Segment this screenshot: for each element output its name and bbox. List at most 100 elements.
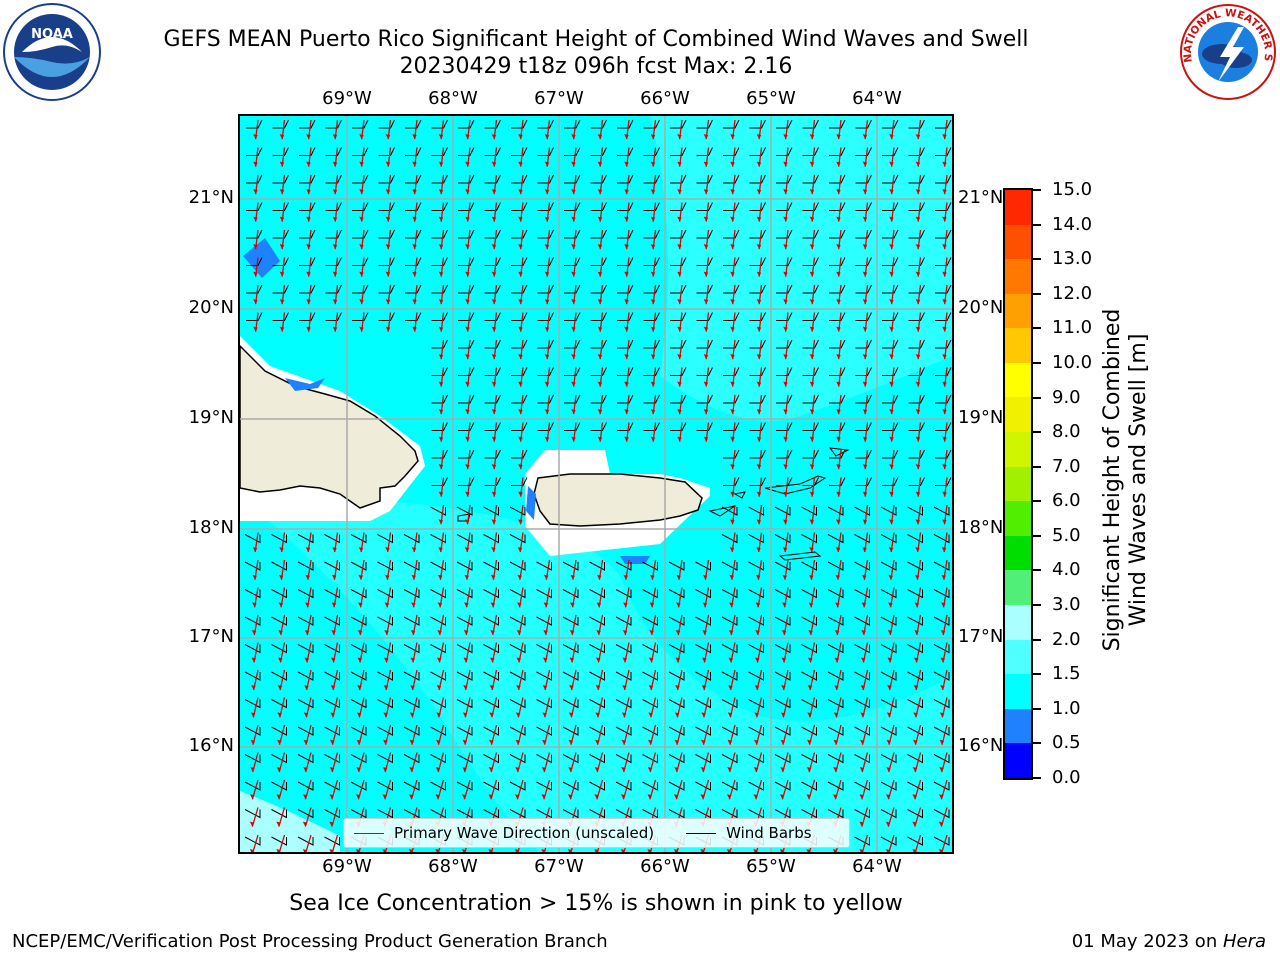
wave-arrow-head: [730, 271, 735, 277]
wind-barb: [244, 616, 261, 626]
wind-barb: [696, 257, 713, 266]
wind-barb: [511, 312, 528, 321]
wave-arrow-head: [332, 216, 338, 222]
wind-barb: [802, 449, 819, 459]
wind-barb: [854, 671, 870, 681]
wind-barb: [933, 781, 950, 791]
wave-arrow-head: [649, 602, 655, 608]
wind-barb: [431, 284, 448, 294]
wind-barb: [483, 534, 499, 544]
wind-barb: [907, 754, 923, 764]
wave-arrow-head: [570, 574, 575, 580]
wind-barb: [299, 284, 316, 294]
wind-barb: [430, 506, 446, 516]
wind-barb: [829, 477, 846, 486]
wave-arrow-head: [859, 767, 865, 773]
wind-barb: [405, 119, 422, 129]
wind-barb: [935, 284, 952, 294]
wind-barb: [403, 561, 420, 571]
wave-arrow-head: [463, 657, 468, 663]
wind-barb: [615, 616, 632, 626]
wave-arrow-head: [570, 602, 575, 608]
wave-arrow-head: [860, 657, 866, 663]
wind-barb: [350, 644, 367, 654]
wave-arrow-head: [465, 161, 470, 167]
wave-arrow-head: [491, 354, 497, 360]
wave-arrow-head: [331, 629, 336, 635]
wind-barb: [483, 671, 499, 681]
wave-arrow-head: [542, 684, 548, 690]
wave-arrow-head: [783, 354, 788, 360]
wave-arrow-head: [915, 299, 921, 305]
wind-barb: [272, 257, 289, 266]
wave-arrow-head: [730, 409, 735, 415]
wave-arrow-head: [915, 547, 920, 553]
wave-arrow-head: [650, 409, 656, 415]
wave-arrow-head: [862, 161, 868, 167]
colorbar-segment: [1005, 570, 1031, 606]
wind-barb: [403, 644, 420, 654]
wind-barb: [776, 339, 793, 349]
wind-barb: [297, 589, 314, 599]
wave-arrow-head: [622, 657, 627, 663]
colorbar-segment: [1005, 362, 1031, 398]
legend-black-line: [686, 832, 717, 834]
wave-arrow-head: [809, 354, 815, 360]
wave-arrow-head: [806, 849, 811, 852]
wind-barb: [430, 616, 446, 626]
wave-arrow-head: [862, 354, 868, 360]
wave-arrow-head: [355, 794, 361, 800]
wave-arrow-head: [887, 657, 892, 663]
wave-arrow-head: [330, 657, 336, 663]
wave-arrow-head: [438, 519, 444, 525]
wind-barb: [246, 312, 263, 321]
wind-barb: [695, 726, 711, 736]
wave-arrow-head: [412, 271, 417, 277]
wind-barb: [907, 534, 923, 544]
wind-barb: [590, 312, 607, 321]
wind-barb: [617, 422, 634, 431]
wave-arrow-head: [673, 849, 679, 852]
wave-arrow-head: [939, 767, 944, 773]
wind-barb: [244, 644, 261, 654]
wind-barb: [244, 836, 261, 846]
wave-arrow-head: [624, 436, 629, 442]
wave-arrow-head: [886, 767, 891, 773]
wave-arrow-head: [730, 436, 735, 442]
wave-arrow-head: [648, 712, 653, 718]
wind-barb: [511, 367, 528, 376]
wind-barb: [723, 394, 740, 404]
wind-barb: [483, 589, 499, 599]
wind-barb: [933, 836, 950, 846]
wave-arrow-head: [623, 602, 628, 608]
wind-barb: [776, 394, 793, 404]
wave-arrow-head: [543, 602, 549, 608]
wind-barb: [562, 671, 579, 681]
wind-barb: [272, 174, 289, 184]
wind-barb: [774, 534, 791, 544]
wind-barb: [589, 589, 605, 599]
colorbar-label-line1: Significant Height of Combined: [1100, 308, 1125, 652]
wind-barb: [325, 174, 342, 184]
colorbar-segment: [1005, 432, 1031, 467]
wave-arrow-head: [809, 161, 815, 167]
wave-arrow-head: [753, 767, 759, 773]
wave-arrow-head: [488, 849, 493, 852]
wind-barb: [378, 174, 395, 184]
wind-barb: [907, 589, 923, 599]
wind-barb: [696, 422, 713, 431]
wave-arrow-head: [779, 794, 785, 800]
wave-arrow-head: [809, 547, 814, 553]
wind-barb: [721, 809, 738, 819]
wind-barb: [907, 506, 923, 516]
wave-arrow-head: [915, 436, 921, 442]
wave-arrow-head: [647, 794, 652, 800]
wave-arrow-head: [410, 657, 415, 663]
lat-tick-right: 17°N: [958, 626, 1004, 647]
swell-zone-lowleft: [240, 791, 340, 852]
wave-arrow-head: [436, 712, 441, 718]
wind-barb: [776, 119, 793, 129]
wind-barb: [299, 312, 316, 321]
wave-arrow-head: [438, 326, 444, 332]
wind-barb: [590, 284, 607, 294]
